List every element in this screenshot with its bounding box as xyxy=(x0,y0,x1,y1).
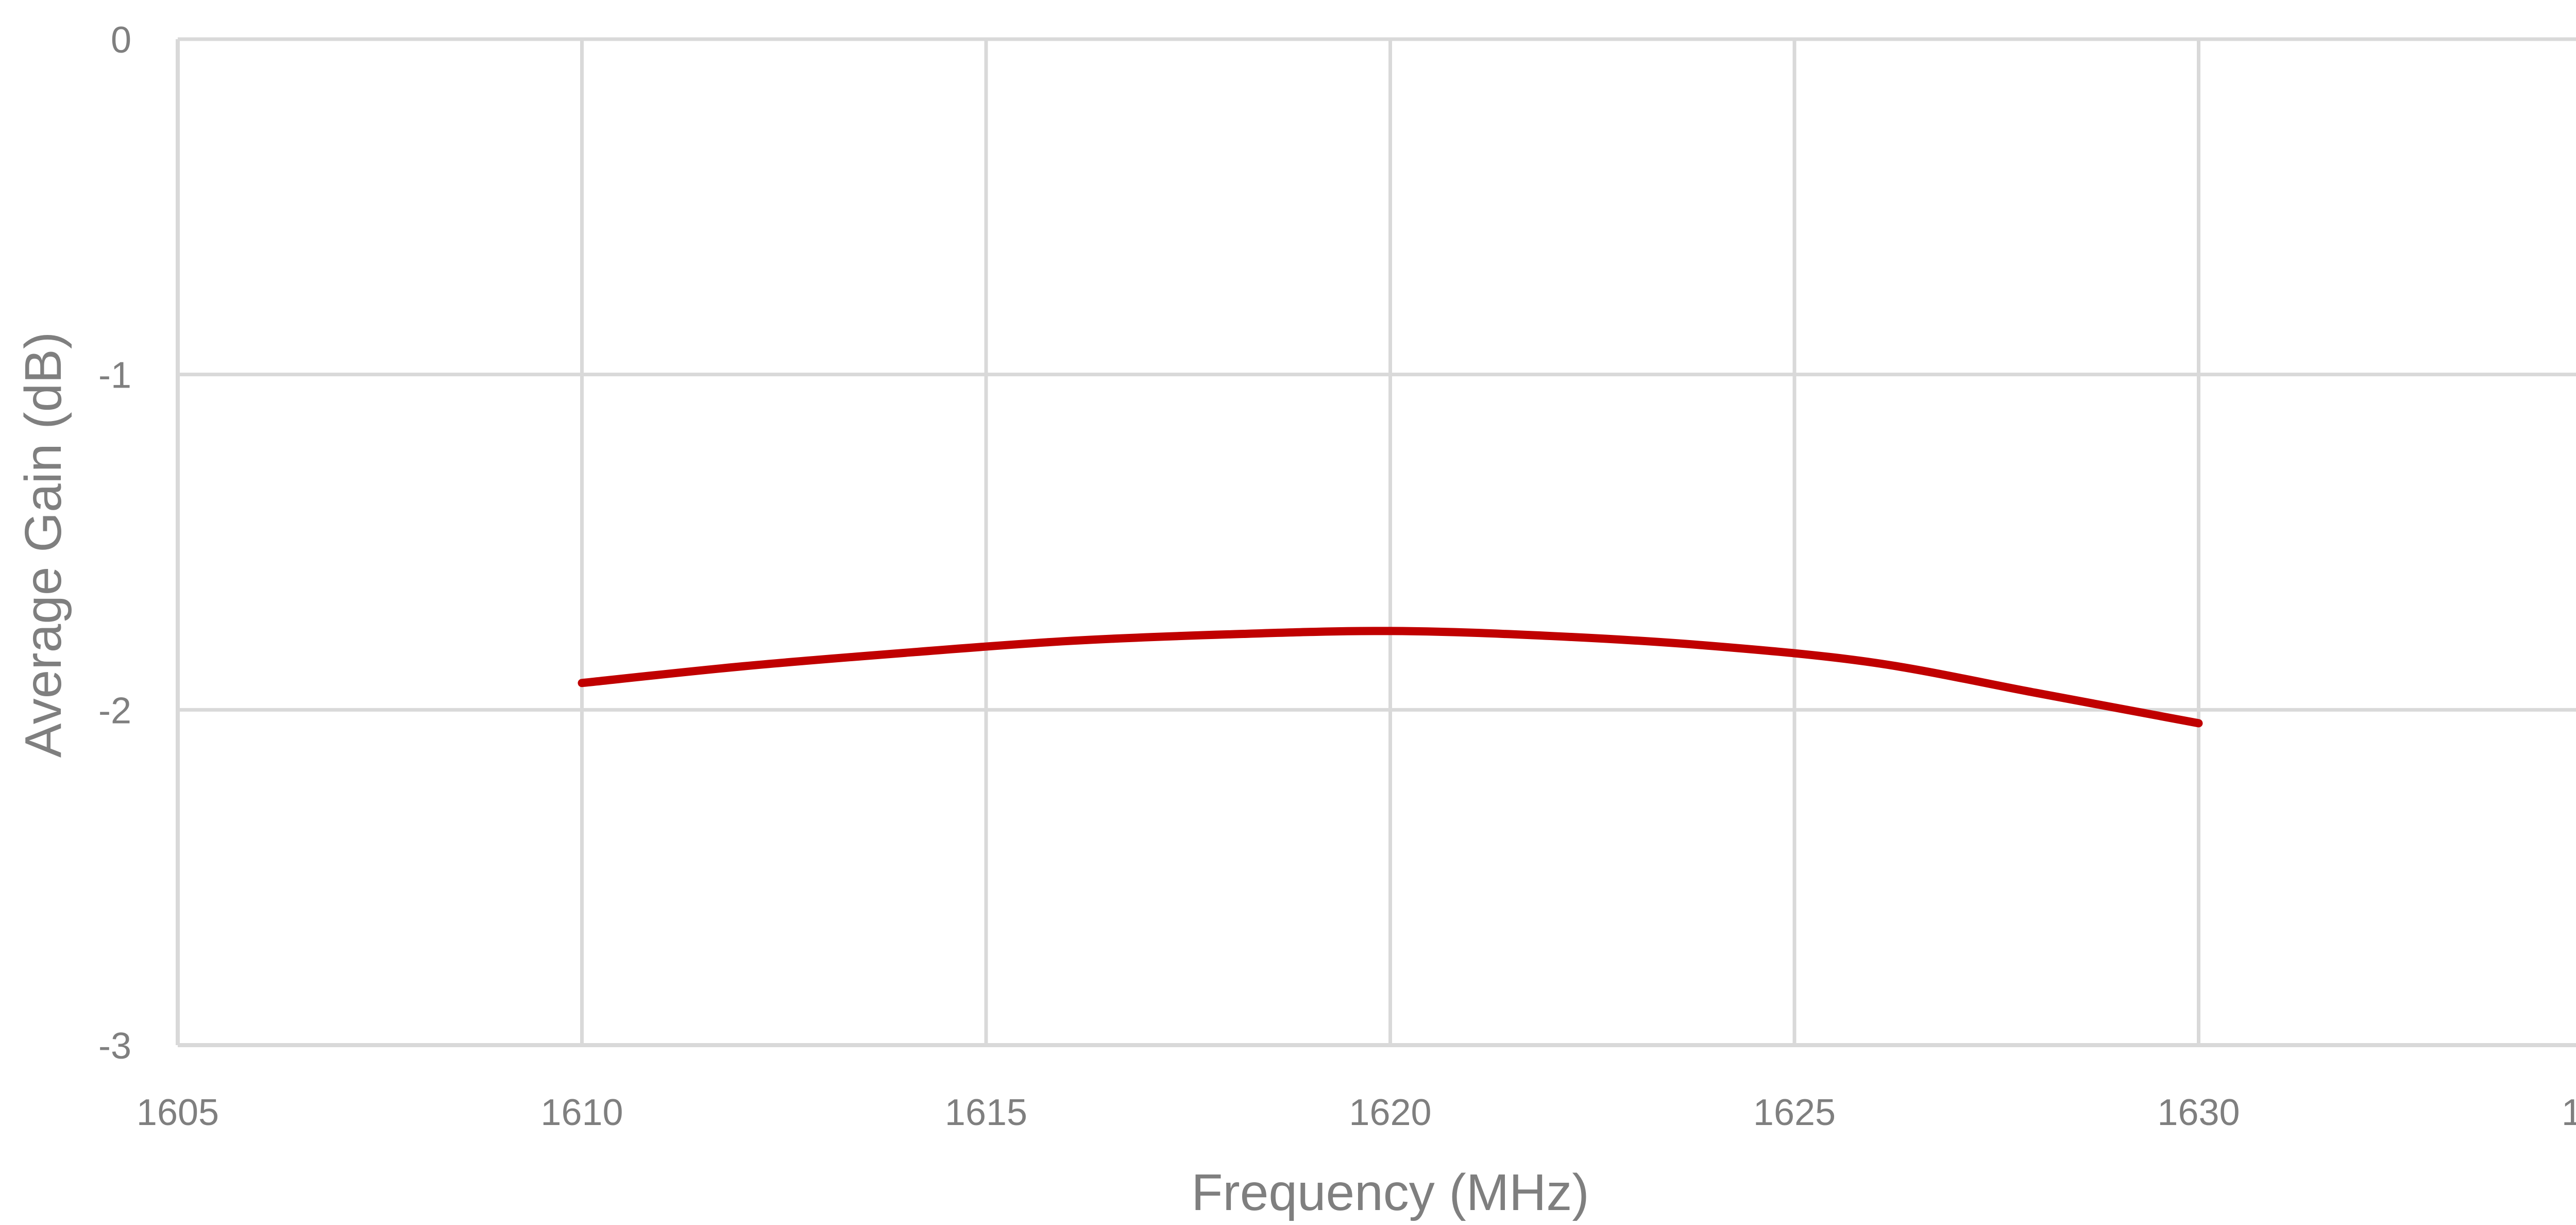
y-axis-title: Average Gain (dB) xyxy=(14,332,72,758)
series-line-0 xyxy=(578,627,2203,728)
series-layer xyxy=(578,627,2203,728)
axes xyxy=(176,39,2576,1047)
x-tick-label: 1635 xyxy=(2562,1092,2576,1133)
x-axis-title: Frequency (MHz) xyxy=(1191,1164,1589,1221)
x-tick-label: 1605 xyxy=(137,1092,219,1133)
y-tick-label: -3 xyxy=(98,1026,131,1067)
y-tick-label: 0 xyxy=(111,20,131,61)
x-tick-label: 1615 xyxy=(945,1092,1027,1133)
y-tick-label: -2 xyxy=(98,690,131,731)
x-tick-label: 1625 xyxy=(1753,1092,1836,1133)
x-tick-label: 1620 xyxy=(1349,1092,1431,1133)
x-tick-label: 1630 xyxy=(2157,1092,2240,1133)
tick-labels: 1605 1610 1615 1620 1625 1630 1635 -3 -2 -1 0 xyxy=(98,20,2576,1133)
x-tick-label: 1610 xyxy=(540,1092,623,1133)
gridlines xyxy=(178,37,2576,1045)
y-tick-label: -1 xyxy=(98,355,131,396)
